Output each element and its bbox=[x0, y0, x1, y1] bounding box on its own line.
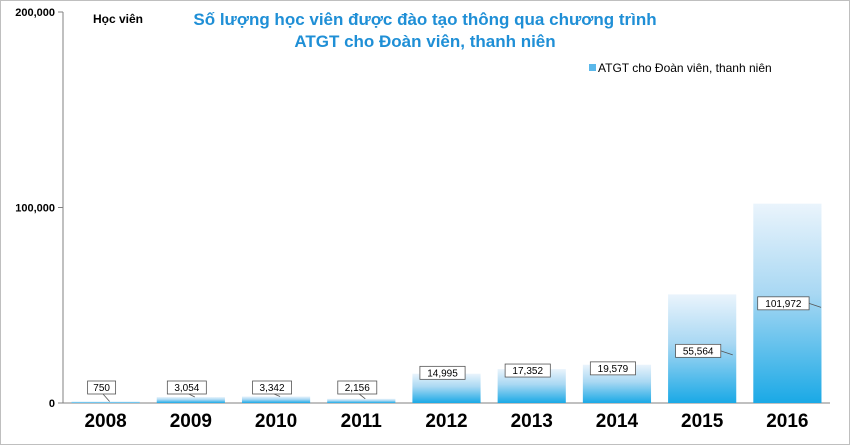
legend-marker bbox=[589, 64, 596, 71]
x-axis-labels: 2008 2009 2010 2011 2012 2013 2014 2015 2016 bbox=[84, 411, 808, 432]
data-label-text: 19,579 bbox=[598, 364, 629, 375]
data-label-box bbox=[757, 296, 810, 311]
data-label-leader bbox=[358, 393, 366, 400]
data-label-box bbox=[504, 363, 551, 378]
x-tick-label: 2016 bbox=[766, 411, 808, 432]
data-label-leader bbox=[808, 302, 822, 308]
x-tick-label: 2013 bbox=[511, 411, 553, 432]
x-tick-label: 2012 bbox=[425, 411, 467, 432]
x-tick-label: 2014 bbox=[596, 411, 639, 432]
data-label-leader bbox=[720, 350, 733, 356]
data-label: 101,972 bbox=[757, 296, 822, 311]
x-tick-label: 2008 bbox=[84, 411, 126, 432]
data-label: 2,156 bbox=[337, 380, 378, 400]
data-label: 19,579 bbox=[589, 361, 636, 376]
chart-title-line-1: Số lượng học viên được đào tạo thông qua… bbox=[193, 10, 656, 29]
data-label-leader bbox=[102, 393, 110, 402]
data-label-text: 3,342 bbox=[260, 383, 285, 394]
data-label-box bbox=[166, 380, 207, 395]
data-label: 17,352 bbox=[504, 363, 551, 378]
x-tick-label: 2015 bbox=[681, 411, 724, 432]
data-label-box bbox=[675, 343, 722, 358]
data-label-box bbox=[337, 380, 378, 395]
data-label-leader bbox=[273, 393, 281, 397]
legend: ATGT cho Đoàn viên, thanh niên bbox=[589, 61, 772, 75]
legend-label: ATGT cho Đoàn viên, thanh niên bbox=[598, 61, 772, 75]
chart-title-line-2: ATGT cho Đoàn viên, thanh niên bbox=[294, 32, 555, 51]
data-label: 55,564 bbox=[675, 343, 733, 358]
data-label-text: 3,054 bbox=[174, 383, 199, 394]
data-label-leader bbox=[188, 393, 196, 398]
data-label-text: 101,972 bbox=[765, 299, 802, 310]
x-tick-label: 2010 bbox=[255, 411, 297, 432]
data-labels: 750 3,054 3,342 2,156 14,995 17,352 19,579 55,5… bbox=[87, 296, 822, 402]
data-label-box bbox=[419, 365, 466, 380]
y-tick-label: 0 bbox=[49, 398, 55, 410]
y-axis-unit-label: Học viên bbox=[93, 12, 143, 26]
x-tick-label: 2011 bbox=[341, 411, 383, 432]
y-tick-label: 100,000 bbox=[15, 203, 55, 215]
x-tick-label: 2009 bbox=[170, 411, 212, 432]
data-label: 3,342 bbox=[252, 380, 292, 397]
data-label-box bbox=[589, 361, 636, 376]
y-axis-ticks: 0 100,000 200,000 bbox=[15, 7, 63, 410]
data-label: 750 bbox=[87, 380, 117, 402]
bar bbox=[241, 396, 311, 403]
data-label-text: 2,156 bbox=[345, 383, 370, 394]
data-label: 14,995 bbox=[419, 365, 466, 380]
bar bbox=[156, 397, 225, 403]
bar bbox=[71, 401, 140, 403]
data-label-text: 750 bbox=[93, 383, 110, 394]
data-label-text: 14,995 bbox=[427, 368, 458, 379]
data-label-box bbox=[87, 380, 117, 395]
data-label-text: 55,564 bbox=[683, 346, 714, 357]
data-label-text: 17,352 bbox=[512, 366, 543, 377]
data-label-box bbox=[252, 380, 292, 395]
bar bbox=[327, 398, 396, 403]
y-tick-label: 200,000 bbox=[15, 7, 55, 19]
data-label: 3,054 bbox=[166, 380, 207, 398]
